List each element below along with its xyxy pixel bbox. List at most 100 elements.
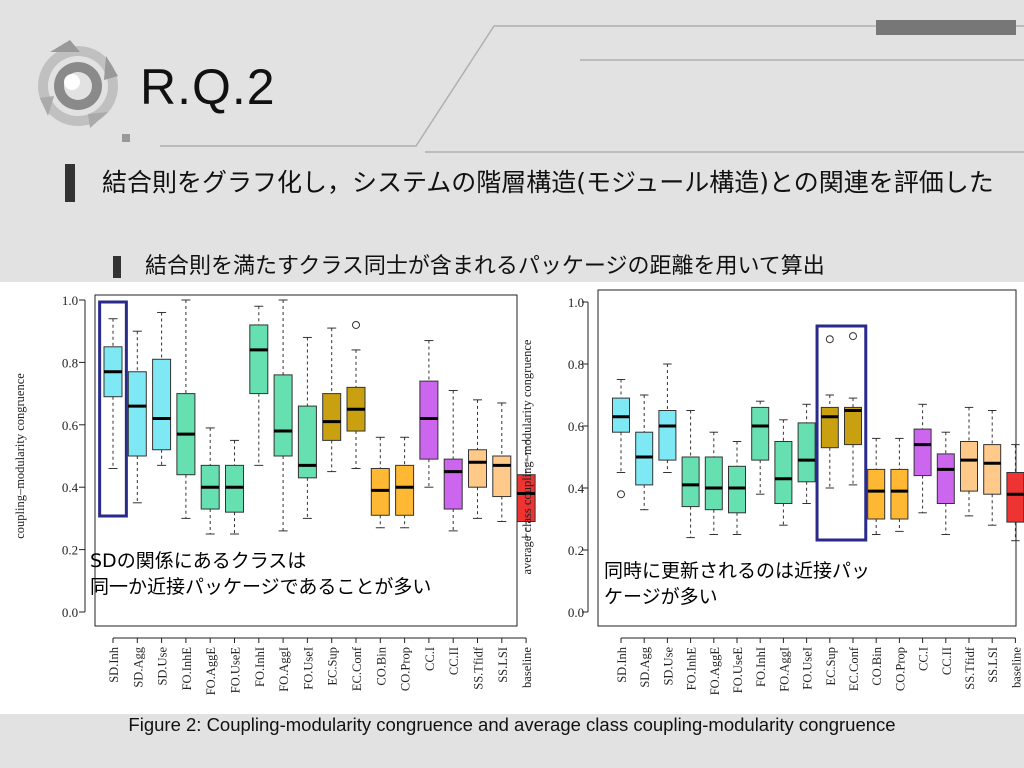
box-CC.I bbox=[913, 428, 932, 477]
y-tick-label: 0.0 bbox=[568, 605, 584, 620]
box-CO.Prop bbox=[890, 468, 909, 520]
y-tick-label: 1.0 bbox=[62, 293, 78, 308]
box-SD.Use bbox=[658, 410, 677, 461]
box-EC.Sup bbox=[322, 393, 342, 441]
x-tick-label: CC.II bbox=[940, 647, 954, 675]
x-tick-label: CC.I bbox=[423, 647, 437, 671]
box-SD.Agg bbox=[635, 431, 654, 486]
box-SS.LSI bbox=[492, 455, 512, 498]
y-tick-label: 0.6 bbox=[62, 418, 79, 433]
x-tick-label: FO.AggE bbox=[708, 647, 722, 696]
x-tick-label: FO.InhI bbox=[754, 647, 768, 687]
box-SS.Tfidf bbox=[960, 441, 978, 492]
annotation-right-line2: ケージが多い bbox=[604, 586, 718, 608]
box-FO.InhE bbox=[681, 456, 700, 508]
annotation-right: 同時に更新されるのは近接パッ ケージが多い bbox=[604, 558, 870, 610]
y-tick-label: 0.4 bbox=[568, 481, 585, 496]
x-tick-label: FO.AggI bbox=[277, 647, 291, 692]
figure-panel: 0.0 0.2 0.4 0.6 0.8 1.0 coupling–modularity co… bbox=[0, 282, 1024, 714]
x-tick-label: baseline bbox=[1009, 647, 1023, 688]
outlier-point bbox=[849, 332, 857, 341]
annotation-right-line1: 同時に更新されるのは近接パッ bbox=[604, 560, 871, 582]
box-SS.LSI bbox=[983, 444, 1002, 495]
header-bar-decoration bbox=[876, 20, 1016, 35]
box-SD.Use bbox=[152, 358, 172, 451]
x-tick-label: SD.Use bbox=[156, 647, 170, 686]
annotation-left-line2: 同一か近接パッケージであることが多い bbox=[90, 576, 432, 598]
x-tick-label: SD.Agg bbox=[131, 646, 145, 687]
box-EC.Conf bbox=[844, 406, 862, 446]
figure-caption: Figure 2: Coupling-modularity congruence… bbox=[128, 714, 896, 735]
x-tick-label: CO.Bin bbox=[374, 646, 388, 685]
x-tick-label: SD.Inh bbox=[107, 646, 121, 683]
x-tick-label: FO.UseE bbox=[229, 647, 243, 694]
box-CC.I bbox=[419, 380, 439, 460]
box-FO.UseI bbox=[297, 405, 317, 479]
slide-decoration bbox=[38, 20, 1024, 153]
x-tick-label: FO.UseI bbox=[801, 647, 815, 690]
box-FO.InhI bbox=[751, 406, 770, 461]
bullet-marker bbox=[65, 164, 75, 202]
x-tick-label: CO.Bin bbox=[870, 646, 884, 685]
x-tick-label: SS.Tfidf bbox=[963, 646, 977, 690]
x-tick-label: CC.II bbox=[447, 647, 461, 675]
x-tick-label: FO.AggI bbox=[777, 647, 791, 692]
x-tick-label: FO.UseI bbox=[301, 647, 315, 690]
highlight-box bbox=[815, 324, 868, 542]
x-tick-label: CO.Prop bbox=[893, 647, 907, 691]
box-CO.Bin bbox=[370, 467, 390, 516]
slide-title: R.Q.2 bbox=[140, 59, 276, 115]
box-FO.AggI bbox=[273, 374, 293, 457]
box-FO.UseE bbox=[728, 465, 746, 514]
box-CC.II bbox=[936, 453, 955, 504]
box-FO.UseI bbox=[797, 422, 816, 483]
x-tick-label: FO.InhI bbox=[253, 647, 267, 687]
y-tick-label: 0.6 bbox=[568, 419, 585, 434]
box-FO.AggI bbox=[774, 441, 793, 504]
x-tick-label: FO.InhE bbox=[685, 647, 699, 691]
plot-frame bbox=[94, 294, 518, 627]
gear-logo-icon bbox=[38, 40, 130, 142]
x-tick-label: SS.LSI bbox=[496, 647, 510, 683]
y-tick-label: 1.0 bbox=[568, 295, 584, 310]
box-FO.UseE bbox=[225, 464, 244, 513]
x-tick-label: FO.InhE bbox=[180, 647, 194, 691]
outlier-point bbox=[352, 320, 360, 329]
box-FO.InhI bbox=[249, 324, 269, 395]
x-tick-label: baseline bbox=[520, 647, 534, 688]
y-tick-label: 0.8 bbox=[568, 357, 584, 372]
x-tick-label: FO.UseE bbox=[731, 647, 745, 694]
bullet-text-main: 結合則をグラフ化し，システムの階層構造(モジュール構造)との関連を評価した bbox=[102, 168, 994, 197]
y-axis-label: average class coupling–modularity congru… bbox=[520, 339, 534, 574]
annotation-left-line1: SDの関係にあるクラスは bbox=[90, 550, 307, 572]
bullet-text-sub: 結合則を満たすクラス同士が含まれるパッケージの距離を用いて算出 bbox=[145, 254, 825, 279]
x-tick-label: SD.Use bbox=[661, 647, 675, 686]
box-FO.AggE bbox=[704, 456, 723, 511]
x-tick-label: EC.Sup bbox=[326, 647, 340, 686]
x-tick-label: SS.Tfidf bbox=[472, 646, 486, 690]
y-tick-label: 0.4 bbox=[62, 480, 79, 495]
box-CO.Bin bbox=[867, 468, 886, 520]
box-SD.Inh bbox=[612, 397, 630, 433]
x-tick-label: SS.LSI bbox=[986, 647, 1000, 683]
box-CO.Prop bbox=[395, 464, 415, 516]
annotation-left: SDの関係にあるクラスは 同一か近接パッケージであることが多い bbox=[90, 548, 431, 600]
x-tick-label: EC.Sup bbox=[824, 647, 838, 686]
x-tick-label: CC.I bbox=[917, 647, 931, 671]
bullet-marker-sub bbox=[113, 256, 121, 278]
y-tick-label: 0.2 bbox=[62, 543, 78, 558]
highlight-box bbox=[98, 300, 128, 518]
x-tick-label: SD.Agg bbox=[638, 646, 652, 687]
box-SS.Tfidf bbox=[468, 449, 487, 488]
outlier-point bbox=[617, 490, 625, 499]
box-EC.Sup bbox=[820, 406, 839, 449]
box-baseline bbox=[1006, 472, 1024, 523]
x-tick-label: EC.Conf bbox=[350, 646, 364, 691]
y-tick-label: 0.2 bbox=[568, 543, 584, 558]
boxplot-figure: 0.0 0.2 0.4 0.6 0.8 1.0 coupling–modularity co… bbox=[13, 289, 1024, 696]
y-tick-label: 0.8 bbox=[62, 355, 78, 370]
outlier-point bbox=[825, 335, 834, 344]
y-tick-label: 0.0 bbox=[62, 605, 78, 620]
x-tick-label: FO.AggE bbox=[204, 647, 218, 696]
box-CC.II bbox=[443, 458, 463, 510]
